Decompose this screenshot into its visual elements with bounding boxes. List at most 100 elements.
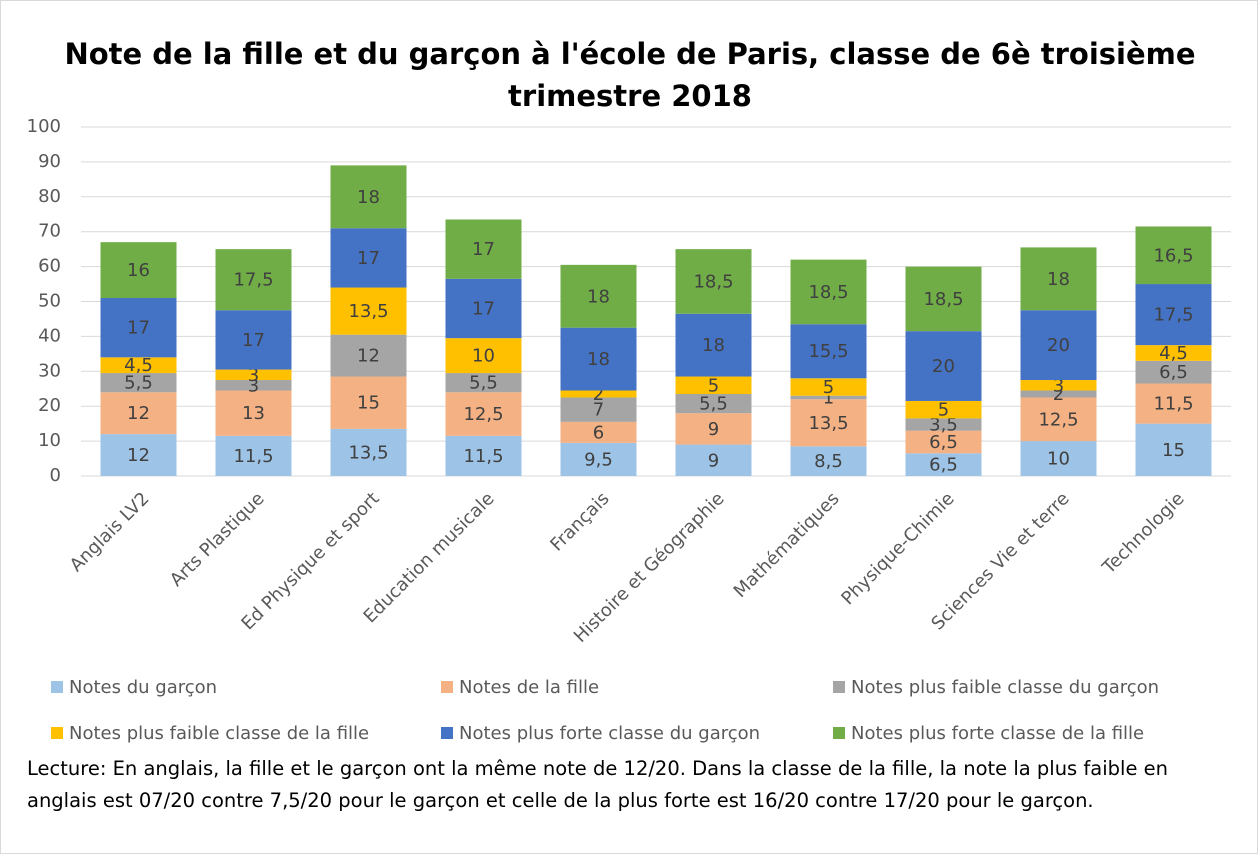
legend-label: Notes plus forte classe de la fille xyxy=(851,723,1144,744)
data-label: 6,5 xyxy=(929,455,958,476)
bar-segment xyxy=(100,298,177,358)
legend-label: Notes du garçon xyxy=(69,677,217,698)
data-label: 7 xyxy=(593,400,604,421)
note: Lecture: En anglais, la fille et le garç… xyxy=(27,757,1168,812)
data-label: 11,5 xyxy=(463,446,503,467)
bar-segment xyxy=(330,228,407,288)
data-label: 6,5 xyxy=(929,432,958,453)
bar-segment xyxy=(675,249,752,314)
chart: Note de la fille et du garçon à l'école … xyxy=(27,37,1231,744)
y-tick-label: 80 xyxy=(38,186,61,207)
y-tick-label: 0 xyxy=(50,465,61,486)
legend-swatch xyxy=(51,681,63,693)
data-label: 2 xyxy=(593,384,604,405)
bar-segment xyxy=(1135,383,1212,424)
y-tick-label: 70 xyxy=(38,221,61,242)
legend-label: Notes plus faible classe du garçon xyxy=(851,677,1159,698)
x-tick-label: Physique-Chimie xyxy=(837,488,958,609)
data-label: 1 xyxy=(823,387,834,408)
data-label: 18 xyxy=(702,335,725,356)
bar-segment xyxy=(1020,247,1097,311)
bar-segment xyxy=(445,219,522,279)
data-label: 5 xyxy=(823,377,834,398)
bar-segment xyxy=(790,259,867,325)
y-tick-label: 20 xyxy=(38,395,61,416)
bar-segment xyxy=(215,390,292,436)
data-label: 9,5 xyxy=(584,449,613,470)
bar-segment xyxy=(1020,310,1097,381)
data-label: 10 xyxy=(472,346,495,367)
bar-segment xyxy=(1020,390,1097,398)
bar-segment xyxy=(445,373,522,393)
bar-segment xyxy=(905,331,982,401)
y-tick-label: 10 xyxy=(38,430,61,451)
data-label: 9 xyxy=(708,419,719,440)
data-label: 16 xyxy=(127,260,150,281)
bar-segment xyxy=(100,242,177,299)
bar-segment xyxy=(905,453,982,476)
data-label: 12 xyxy=(357,346,380,367)
data-label: 12 xyxy=(127,403,150,424)
data-label: 17,5 xyxy=(233,270,273,291)
bar-segment xyxy=(675,444,752,476)
data-label: 8,5 xyxy=(814,451,843,472)
x-tick-label: Mathématiques xyxy=(730,488,844,602)
bar-segment xyxy=(1020,380,1097,391)
data-label: 4,5 xyxy=(1159,343,1188,364)
bar-segment xyxy=(790,395,867,400)
bar-segment xyxy=(905,430,982,454)
data-label: 18,5 xyxy=(808,282,848,303)
legend-swatch xyxy=(51,727,63,739)
data-label: 5,5 xyxy=(469,373,498,394)
bar-segment xyxy=(1020,397,1097,442)
bar-segment xyxy=(445,278,522,339)
data-label: 18 xyxy=(1047,269,1070,290)
data-label: 17 xyxy=(242,330,265,351)
legend-swatch xyxy=(833,681,845,693)
data-label: 11,5 xyxy=(233,446,273,467)
data-label: 20 xyxy=(1047,335,1070,356)
data-label: 13 xyxy=(242,403,265,424)
bar-segment xyxy=(560,397,637,422)
legend-label: Notes de la fille xyxy=(459,677,599,698)
bar-segment xyxy=(790,324,867,379)
bar-segment xyxy=(560,421,637,443)
bar-segment xyxy=(790,378,867,396)
data-label: 17 xyxy=(357,248,380,269)
data-label: 3 xyxy=(1053,375,1064,396)
data-label: 17 xyxy=(127,318,150,339)
bar-segment xyxy=(215,369,292,381)
x-tick-label: Anglais LV2 xyxy=(66,488,154,576)
data-label: 18,5 xyxy=(923,289,963,310)
bar-segment xyxy=(790,399,867,447)
bar-segment xyxy=(675,393,752,414)
bar-segment xyxy=(445,435,522,476)
x-tick-label: Arts Plastique xyxy=(166,488,269,591)
y-tick-label: 50 xyxy=(38,291,61,312)
data-label: 12 xyxy=(127,445,150,466)
data-label: 15 xyxy=(1162,440,1185,461)
data-label: 6 xyxy=(593,422,604,443)
x-tick-label: Technologie xyxy=(1098,488,1189,579)
data-label: 12,5 xyxy=(1038,409,1078,430)
legend-swatch xyxy=(833,727,845,739)
title-line: trimestre 2018 xyxy=(508,79,752,113)
legend-swatch xyxy=(441,727,453,739)
data-label: 15,5 xyxy=(808,341,848,362)
data-label: 17,5 xyxy=(1153,305,1193,326)
bar-segment xyxy=(560,327,637,391)
bar-segment xyxy=(330,428,407,476)
data-label: 3 xyxy=(248,375,259,396)
data-label: 18 xyxy=(587,349,610,370)
bar-segment xyxy=(1135,360,1212,384)
bar-segment xyxy=(100,373,177,393)
data-label: 5 xyxy=(708,375,719,396)
bar-segment xyxy=(790,446,867,476)
y-tick-label: 40 xyxy=(38,325,61,346)
bar-segment xyxy=(675,376,752,394)
bar-segment xyxy=(215,380,292,391)
data-label: 20 xyxy=(932,356,955,377)
data-label: 18 xyxy=(357,187,380,208)
bar-segment xyxy=(905,266,982,332)
